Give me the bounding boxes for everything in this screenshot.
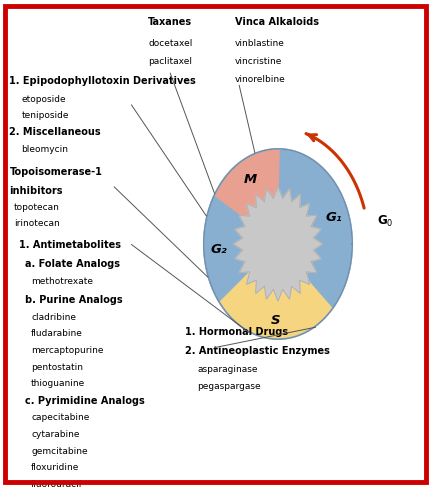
Text: floxuridine: floxuridine [31, 463, 79, 472]
Text: pegaspargase: pegaspargase [197, 382, 261, 390]
Text: Topoisomerase-1: Topoisomerase-1 [9, 167, 102, 177]
Text: irinotecan: irinotecan [14, 219, 59, 228]
Polygon shape [233, 187, 322, 301]
Text: b. Purine Analogs: b. Purine Analogs [25, 295, 122, 305]
Text: c. Pyrimidine Analogs: c. Pyrimidine Analogs [25, 396, 144, 406]
Text: asparaginase: asparaginase [197, 365, 257, 374]
Text: 1. Antimetabolites: 1. Antimetabolites [19, 240, 121, 249]
Text: mercaptopurine: mercaptopurine [31, 346, 103, 355]
Text: topotecan: topotecan [14, 203, 59, 212]
Text: G₂: G₂ [210, 243, 227, 256]
Polygon shape [277, 149, 351, 307]
Text: G₁: G₁ [325, 211, 341, 224]
Polygon shape [203, 196, 277, 303]
Text: gemcitabine: gemcitabine [31, 447, 87, 455]
Text: 2. Antineoplastic Enzymes: 2. Antineoplastic Enzymes [185, 346, 329, 356]
Text: thioguanine: thioguanine [31, 379, 85, 388]
Text: etoposide: etoposide [22, 95, 66, 104]
Text: teniposide: teniposide [22, 111, 69, 120]
Polygon shape [213, 149, 280, 244]
Text: bleomycin: bleomycin [22, 145, 68, 154]
Text: methotrexate: methotrexate [31, 277, 93, 285]
Text: capecitabine: capecitabine [31, 413, 89, 422]
Text: Vinca Alkaloids: Vinca Alkaloids [234, 17, 318, 27]
Text: paclitaxel: paclitaxel [148, 57, 192, 66]
Text: inhibitors: inhibitors [9, 186, 63, 196]
Text: 1. Hormonal Drugs: 1. Hormonal Drugs [185, 327, 288, 337]
Text: G$_0$: G$_0$ [376, 214, 392, 229]
Text: M: M [243, 173, 256, 185]
Text: fluorouracil: fluorouracil [31, 480, 82, 488]
Text: pentostatin: pentostatin [31, 363, 83, 371]
Text: Taxanes: Taxanes [148, 17, 192, 27]
Text: cytarabine: cytarabine [31, 430, 80, 439]
Text: vinblastine: vinblastine [234, 39, 284, 48]
Text: fludarabine: fludarabine [31, 329, 83, 338]
Text: vincristine: vincristine [234, 57, 282, 66]
Text: 2. Miscellaneous: 2. Miscellaneous [9, 127, 101, 137]
Text: vinorelbine: vinorelbine [234, 75, 285, 83]
Text: 1. Epipodophyllotoxin Derivatives: 1. Epipodophyllotoxin Derivatives [9, 76, 196, 85]
Text: a. Folate Analogs: a. Folate Analogs [25, 259, 119, 269]
Text: docetaxel: docetaxel [148, 39, 192, 48]
Text: S: S [270, 314, 280, 326]
Polygon shape [219, 244, 332, 339]
Text: cladribine: cladribine [31, 313, 76, 322]
